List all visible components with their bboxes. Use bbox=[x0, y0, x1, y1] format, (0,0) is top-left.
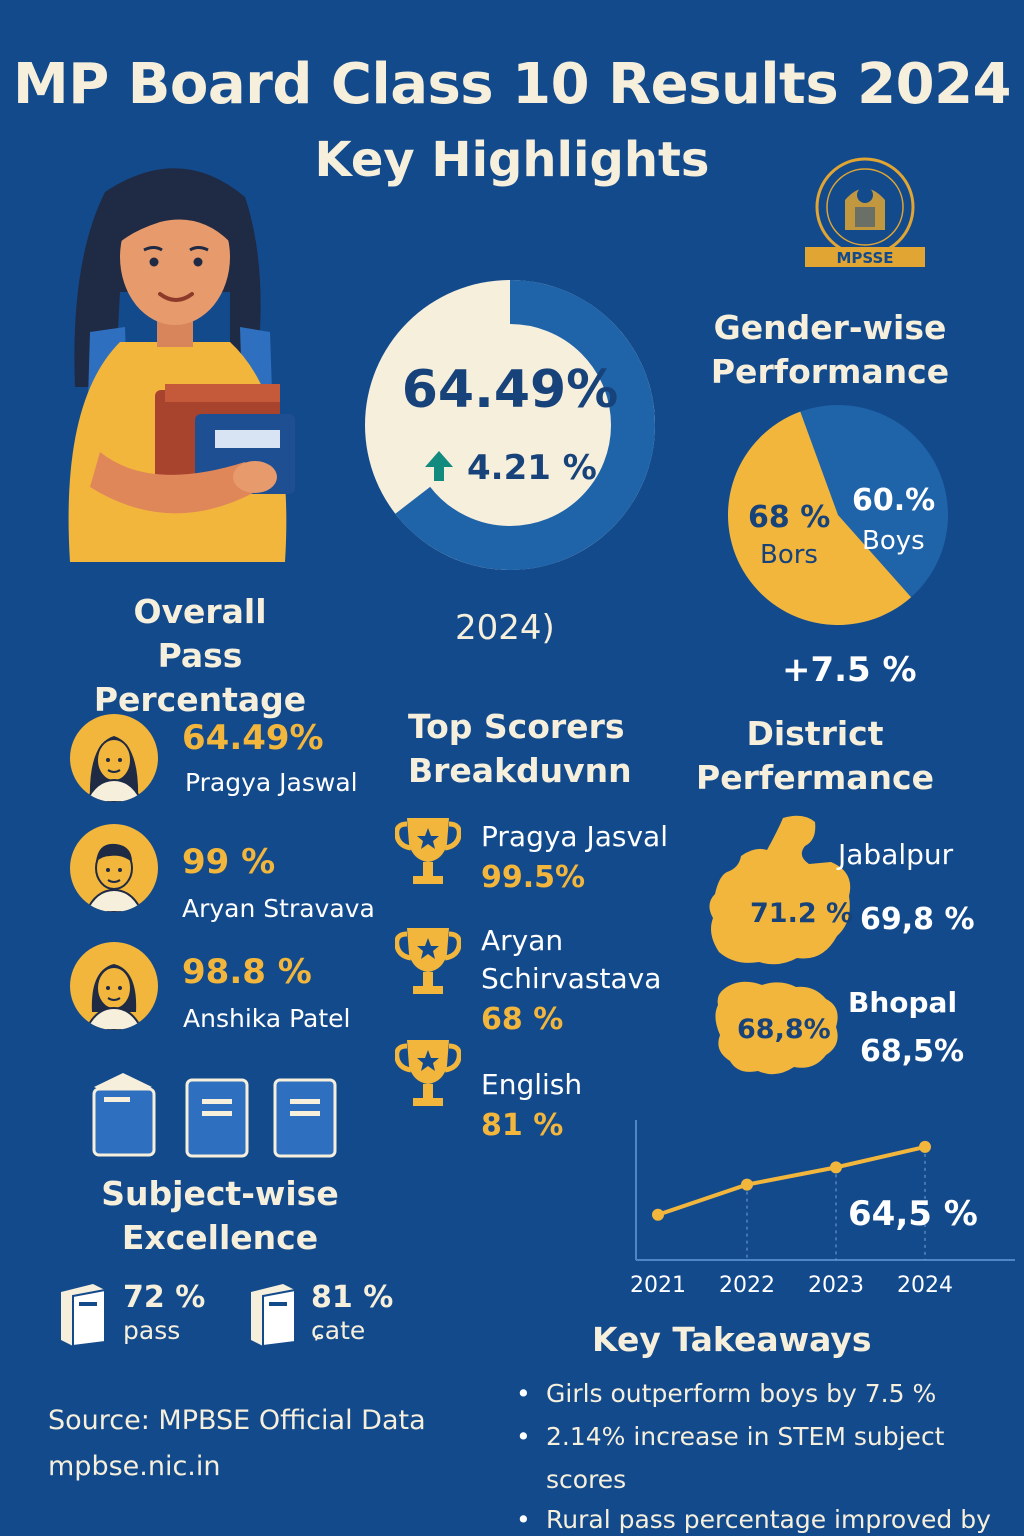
overall-pass-value: 64.49% bbox=[390, 360, 630, 420]
chart-x-tick-label: 2023 bbox=[808, 1273, 864, 1298]
breakdown-name: English bbox=[481, 1068, 583, 1101]
overall-change: 4.21 % bbox=[410, 448, 610, 488]
girls-label: Bors bbox=[760, 540, 818, 570]
subject-heading: Subject-wise Excellence bbox=[101, 1174, 339, 1257]
trend-series-line bbox=[657, 1144, 926, 1217]
source-text: Source: MPBSE Official Data bbox=[48, 1405, 426, 1436]
chart-x-tick-label: 2021 bbox=[630, 1273, 686, 1298]
trophy-icon bbox=[395, 818, 461, 884]
book-icon bbox=[273, 1078, 337, 1158]
scorer-name: Aryan Stravava bbox=[182, 894, 375, 923]
breakdown-percent: 81 % bbox=[481, 1108, 564, 1143]
list-item: 64.49% Pragya Jaswal bbox=[70, 708, 390, 808]
boys-value: 60.% bbox=[852, 483, 936, 518]
subject-stat-label: pass bbox=[123, 1316, 181, 1345]
overall-pass-percent: 64.49% bbox=[401, 360, 619, 420]
girl-avatar-icon bbox=[70, 714, 158, 802]
breakdown-name: Pragya Jasval bbox=[481, 820, 668, 853]
girls-value: 68 % bbox=[748, 500, 831, 535]
chart-x-tick-label: 2022 bbox=[719, 1273, 775, 1298]
breakdown-name-line2: Schirvastava bbox=[481, 962, 662, 995]
overall-year: 2024) bbox=[455, 608, 555, 648]
logo-label: MPSSE bbox=[836, 249, 894, 267]
trophy-icon bbox=[395, 1040, 461, 1106]
mpbse-logo: MPSSE bbox=[800, 155, 930, 275]
jabalpur-map-value: 71.2 % bbox=[750, 898, 854, 929]
overall-pass-ring bbox=[355, 275, 665, 575]
scorer-percent: 99 % bbox=[182, 842, 276, 882]
subject-stat-value: 72 % bbox=[123, 1280, 206, 1315]
breakdown-percent: 68 % bbox=[481, 1002, 564, 1037]
book-icon bbox=[251, 1284, 296, 1348]
list-item: 2.14% increase in STEM subject scores bbox=[512, 1415, 1024, 1501]
source: Source: MPBSE Official Data mpbse.nic.in bbox=[48, 1398, 488, 1490]
breakdown-heading: Top Scorers Breakduvnn bbox=[408, 707, 632, 790]
trend-annotation: 64,5 % bbox=[848, 1194, 978, 1234]
chart-point-2023 bbox=[830, 1161, 842, 1174]
boy-avatar-icon bbox=[70, 824, 158, 912]
girl-avatar-icon bbox=[70, 942, 158, 1030]
scorer-percent: 64.49% bbox=[182, 718, 324, 758]
student-illustration bbox=[30, 152, 320, 572]
breakdown-item: Aryan Schirvastava 68 % bbox=[395, 922, 685, 1042]
chart-point-2021 bbox=[652, 1208, 664, 1221]
subject-stat-label: ɕate bbox=[311, 1316, 366, 1345]
scorer-list: 64.49% Pragya Jaswal 99 % Aryan Stravava bbox=[70, 708, 390, 1038]
trend-line-chart: 2021 2022 2023 2024 bbox=[620, 1110, 1020, 1300]
scorer-name: Pragya Jaswal bbox=[185, 768, 358, 797]
overall-heading: Overall Pass Percentage bbox=[93, 592, 307, 719]
breakdown-name: Aryan bbox=[481, 924, 564, 957]
gender-difference: +7.5 % bbox=[782, 650, 917, 690]
book-icon bbox=[61, 1284, 106, 1348]
district-heading: District Perfermance bbox=[696, 714, 934, 797]
boys-label: Boys bbox=[862, 526, 925, 556]
source-link[interactable]: mpbse.nic.in bbox=[48, 1451, 221, 1482]
page-title: MP Board Class 10 Results 2024 bbox=[12, 52, 1012, 117]
list-item: Girls outperform boys by 7.5 % bbox=[512, 1372, 1024, 1415]
page-subtitle: Key Highlights bbox=[314, 132, 710, 188]
subject-stat: 72 % pass bbox=[55, 1280, 235, 1350]
breakdown-item: English 81 % bbox=[395, 1034, 685, 1144]
chart-point-2022 bbox=[741, 1178, 753, 1191]
subject-books bbox=[88, 1065, 348, 1160]
bhopal-map-value: 68,8% bbox=[737, 1014, 831, 1045]
bhopal-value: 68,5% bbox=[860, 1034, 965, 1069]
breakdown-percent: 99.5% bbox=[481, 860, 586, 895]
subject-stat: 81 % ɕate bbox=[245, 1280, 425, 1350]
jabalpur-name: Jabalpur bbox=[838, 838, 954, 871]
bhopal-map-icon bbox=[710, 975, 845, 1080]
trophy-icon bbox=[395, 928, 461, 994]
jabalpur-map-icon bbox=[705, 812, 865, 972]
arrow-up-icon bbox=[425, 451, 454, 481]
takeaways-heading: Key Takeaways bbox=[592, 1320, 872, 1359]
book-icon bbox=[92, 1073, 156, 1157]
gender-pie-chart bbox=[726, 403, 950, 627]
bhopal-name: Bhopal bbox=[848, 986, 958, 1019]
gender-heading: Gender-wise Performance bbox=[710, 308, 950, 391]
book-icon bbox=[185, 1078, 249, 1158]
takeaways-list: Girls outperform boys by 7.5 % 2.14% inc… bbox=[512, 1372, 1024, 1536]
breakdown-item: Pragya Jasval 99.5% bbox=[395, 812, 685, 902]
subject-stat-value: 81 % bbox=[311, 1280, 394, 1315]
list-item: 98.8 % Anshika Patel bbox=[70, 938, 390, 1038]
jabalpur-value: 69,8 % bbox=[860, 902, 975, 937]
list-item: Rural pass percentage improved by 3.8% bbox=[512, 1501, 1024, 1536]
list-item: 99 % Aryan Stravava bbox=[70, 820, 390, 923]
overall-change-value: 4.21 % bbox=[467, 448, 597, 488]
chart-point-2024 bbox=[919, 1140, 931, 1153]
scorer-percent: 98.8 % bbox=[182, 952, 312, 992]
scorer-name: Anshika Patel bbox=[183, 1004, 351, 1033]
chart-x-tick-label: 2024 bbox=[897, 1273, 953, 1298]
